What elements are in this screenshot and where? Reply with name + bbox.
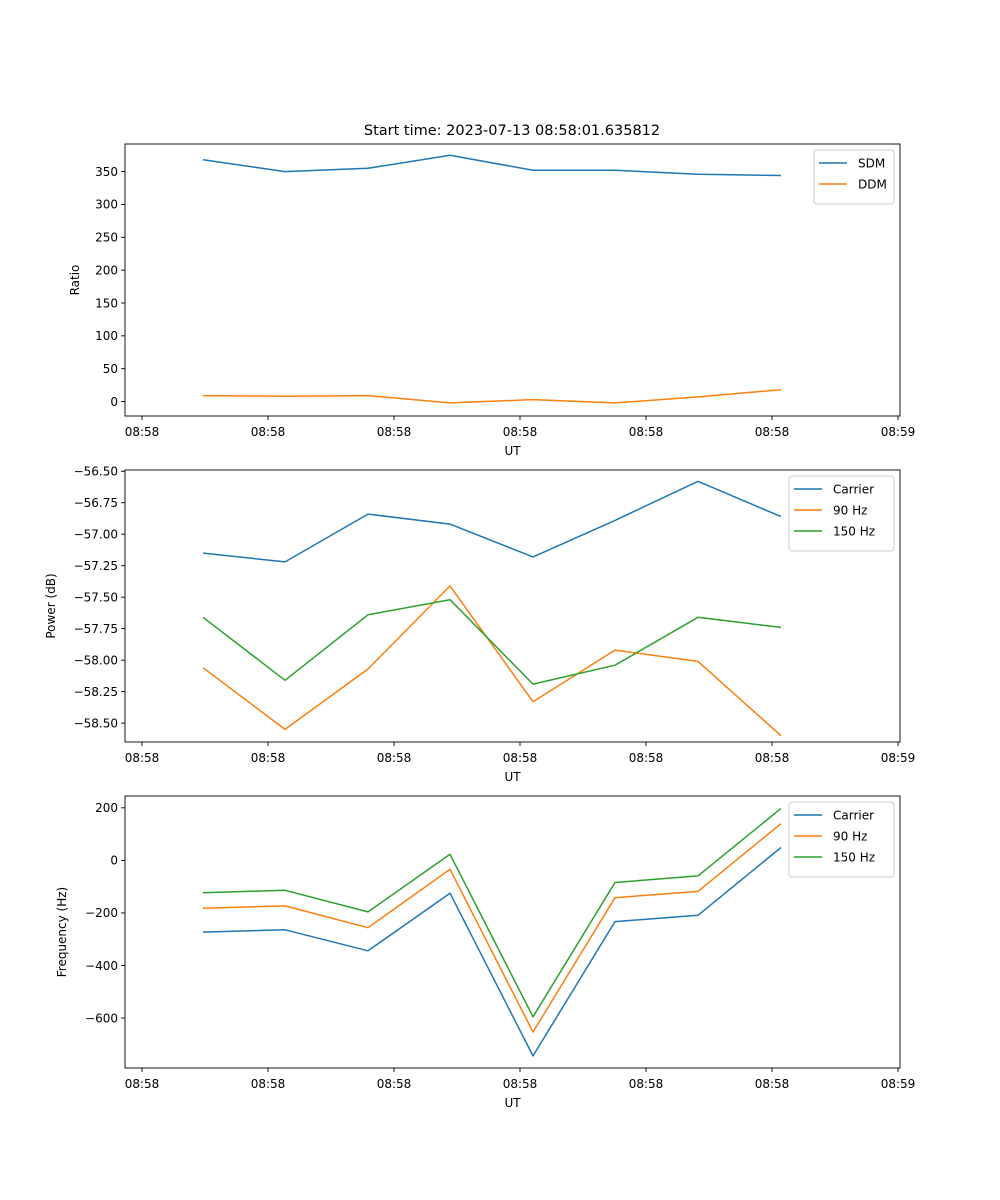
y-tick-label: −57.50 bbox=[74, 590, 118, 604]
x-tick-label: 08:58 bbox=[251, 751, 286, 765]
axes-frame bbox=[124, 795, 901, 1069]
y-tick-label: −57.75 bbox=[74, 622, 118, 636]
y-tick-label: 150 bbox=[95, 296, 118, 310]
x-tick-label: 08:58 bbox=[503, 751, 538, 765]
legend-label: Carrier bbox=[833, 483, 874, 497]
series-line-150-hz bbox=[202, 807, 782, 1018]
y-axis-label: Frequency (Hz) bbox=[55, 887, 69, 978]
y-tick-label: 0 bbox=[110, 854, 118, 868]
y-tick-label: −58.50 bbox=[74, 716, 118, 730]
y-tick-label: −56.75 bbox=[74, 496, 118, 510]
legend-label: 90 Hz bbox=[833, 504, 867, 518]
subplot-1: 08:58 08:58 08:58 08:58 08:58 08:58 08:59 UT 0 50… bbox=[68, 143, 916, 458]
x-tick-label: 08:58 bbox=[755, 425, 790, 439]
x-tick-label: 08:59 bbox=[881, 751, 916, 765]
legend-label: Carrier bbox=[833, 809, 874, 823]
y-tick-label: 100 bbox=[95, 329, 118, 343]
series-line-carrier bbox=[202, 480, 782, 563]
series-line-90-hz bbox=[202, 823, 782, 1033]
x-tick-label: 08:58 bbox=[377, 1077, 412, 1091]
y-tick-label: −600 bbox=[85, 1011, 118, 1025]
y-tick-label: −400 bbox=[85, 959, 118, 973]
series-line-90-hz bbox=[202, 585, 782, 737]
x-tick-label: 08:58 bbox=[125, 1077, 160, 1091]
y-tick-label: 50 bbox=[103, 362, 118, 376]
x-tick-label: 08:59 bbox=[881, 1077, 916, 1091]
x-tick-label: 08:58 bbox=[503, 1077, 538, 1091]
legend: Carrier 90 Hz 150 Hz bbox=[788, 801, 895, 878]
y-tick-label: −200 bbox=[85, 906, 118, 920]
x-tick-label: 08:58 bbox=[377, 425, 412, 439]
series-line-carrier bbox=[202, 846, 782, 1057]
x-tick-label: 08:58 bbox=[251, 1077, 286, 1091]
x-tick-label: 08:58 bbox=[377, 751, 412, 765]
y-tick-label: 350 bbox=[95, 165, 118, 179]
x-axis-label: UT bbox=[504, 770, 521, 784]
subplot-3: 08:58 08:58 08:58 08:58 08:58 08:58 08:59 UT −60… bbox=[55, 795, 916, 1110]
y-tick-label: 300 bbox=[95, 198, 118, 212]
y-tick-label: 0 bbox=[110, 395, 118, 409]
x-tick-label: 08:58 bbox=[125, 751, 160, 765]
y-tick-label: 200 bbox=[95, 263, 118, 277]
y-tick-label: −58.00 bbox=[74, 653, 118, 667]
y-tick-label: −58.25 bbox=[74, 685, 118, 699]
y-tick-label: −57.25 bbox=[74, 559, 118, 573]
axes-frame bbox=[124, 143, 901, 417]
figure-title: Start time: 2023-07-13 08:58:01.635812 bbox=[364, 123, 660, 139]
x-tick-label: 08:59 bbox=[881, 425, 916, 439]
legend-label: 90 Hz bbox=[833, 830, 867, 844]
legend: Carrier 90 Hz 150 Hz bbox=[788, 475, 895, 552]
legend-frame bbox=[788, 475, 895, 552]
legend-label: SDM bbox=[858, 157, 885, 171]
y-axis-label: Power (dB) bbox=[44, 573, 58, 638]
legend: SDM DDM bbox=[813, 149, 895, 205]
y-tick-label: −57.00 bbox=[74, 528, 118, 542]
y-tick-label: 200 bbox=[95, 801, 118, 815]
x-tick-label: 08:58 bbox=[629, 751, 664, 765]
legend-label: 150 Hz bbox=[833, 851, 875, 865]
legend-label: 150 Hz bbox=[833, 525, 875, 539]
x-tick-label: 08:58 bbox=[755, 1077, 790, 1091]
x-tick-label: 08:58 bbox=[251, 425, 286, 439]
series-line-sdm bbox=[202, 154, 782, 177]
legend-label: DDM bbox=[858, 178, 887, 192]
axes-frame bbox=[124, 469, 901, 743]
y-tick-label: −56.50 bbox=[74, 465, 118, 479]
subplot-2: 08:58 08:58 08:58 08:58 08:58 08:58 08:59 UT −58… bbox=[44, 465, 915, 784]
y-axis-label: Ratio bbox=[68, 265, 82, 296]
x-axis-label: UT bbox=[504, 1096, 521, 1110]
x-axis-label: UT bbox=[504, 444, 521, 458]
x-tick-label: 08:58 bbox=[629, 1077, 664, 1091]
x-tick-label: 08:58 bbox=[629, 425, 664, 439]
series-line-150-hz bbox=[202, 598, 782, 685]
y-tick-label: 250 bbox=[95, 231, 118, 245]
x-tick-label: 08:58 bbox=[755, 751, 790, 765]
axes-layer: 08:58 08:58 08:58 08:58 08:58 08:58 08:59 UT 0 50… bbox=[44, 143, 916, 1110]
legend-frame bbox=[788, 801, 895, 878]
series-line-ddm bbox=[202, 388, 782, 404]
x-tick-label: 08:58 bbox=[503, 425, 538, 439]
x-tick-label: 08:58 bbox=[125, 425, 160, 439]
